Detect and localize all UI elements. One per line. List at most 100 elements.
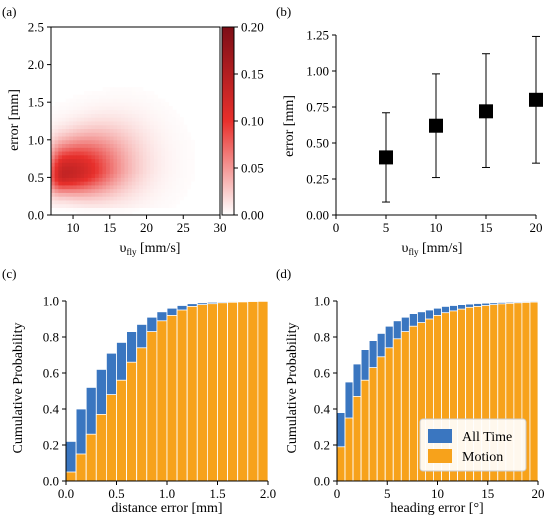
heatmap-cell: [153, 188, 159, 193]
heatmap-cell: [150, 113, 155, 118]
heatmap-cell: [98, 177, 103, 182]
panel-label-d: (d): [276, 266, 291, 281]
heatmap-cell: [95, 98, 100, 103]
heatmap-cell: [80, 143, 85, 148]
heatmap-cell: [91, 121, 96, 126]
data-point: [429, 118, 443, 133]
heatmap-cell: [106, 94, 111, 99]
heatmap-cell: [73, 102, 78, 107]
heatmap-cell: [54, 105, 59, 111]
y-tick-label: 0.8: [314, 330, 330, 345]
heatmap-cell: [135, 147, 140, 152]
heatmap-cell: [168, 203, 173, 208]
heatmap-cell: [131, 124, 136, 130]
heatmap-cell: [183, 184, 188, 190]
heatmap-cell: [175, 154, 181, 160]
heatmap-cell: [172, 166, 177, 171]
heatmap-cell: [124, 90, 129, 96]
heatmap-cell: [139, 196, 144, 201]
heatmap-cell: [146, 199, 151, 205]
heatmap-cell: [51, 151, 56, 156]
heatmap-cell: [146, 121, 151, 126]
heatmap-cell: [80, 132, 85, 137]
heatmap-cell: [102, 113, 107, 118]
heatmap-cell: [131, 113, 136, 118]
heatmap-cell: [161, 158, 166, 163]
heatmap-cell: [80, 136, 85, 141]
heatmap-cell: [146, 166, 151, 171]
data-point: [529, 92, 543, 107]
heatmap-cell: [73, 184, 78, 190]
y-tick-label: 2.5: [28, 20, 44, 35]
heatmap-cell: [80, 121, 85, 126]
heatmap-cell: [84, 128, 89, 133]
heatmap-cell: [73, 177, 78, 182]
heatmap-cell: [98, 128, 103, 133]
heatmap-cell: [172, 188, 177, 193]
heatmap-cell: [142, 169, 148, 175]
heatmap-cell: [102, 90, 107, 96]
heatmap-cell: [76, 166, 81, 171]
heatmap-cell: [128, 211, 133, 216]
heatmap-cell: [113, 132, 118, 137]
heatmap-cell: [161, 154, 166, 160]
heatmap-cell: [80, 109, 85, 114]
heatmap-cell: [142, 128, 148, 133]
heatmap-cell: [131, 188, 136, 193]
heatmap-cell: [120, 207, 125, 212]
heatmap-cell: [142, 109, 148, 114]
heatmap-cell: [98, 121, 103, 126]
heatmap-cell: [128, 158, 133, 163]
heading-cdf-bars: [336, 300, 539, 482]
heatmap-cell: [106, 109, 111, 114]
heatmap-cell: [73, 203, 78, 208]
heatmap-cell: [168, 181, 173, 186]
heatmap-cell: [106, 177, 111, 182]
heatmap-cell: [65, 132, 70, 137]
heatmap-cell: [109, 136, 114, 141]
heatmap-cell: [161, 192, 166, 197]
heatmap-cell: [98, 188, 103, 193]
heatmap-cell: [139, 139, 144, 145]
heatmap-cell: [168, 173, 173, 178]
heatmap-cell: [179, 177, 184, 182]
heatmap-cell: [98, 151, 103, 156]
heatmap-cell: [98, 147, 103, 152]
heatmap-cell: [84, 124, 89, 130]
heatmap-cell: [139, 136, 144, 141]
heatmap-cell: [139, 173, 144, 178]
data-point: [379, 150, 393, 165]
heatmap-cell: [139, 188, 144, 193]
heatmap-cell: [175, 124, 181, 130]
heatmap-cell: [80, 162, 85, 167]
y-tick-label: 1.0: [28, 132, 44, 147]
heatmap-cell: [65, 192, 70, 197]
heatmap-cell: [131, 158, 136, 163]
heatmap-cell: [109, 154, 114, 160]
heatmap-cell: [131, 162, 136, 167]
heatmap-cell: [168, 154, 173, 160]
heatmap-cell: [128, 203, 133, 208]
heatmap-cell: [95, 158, 100, 163]
heatmap-cell: [164, 139, 170, 145]
heatmap-cell: [51, 136, 56, 141]
heatmap-cell: [58, 192, 63, 197]
heatmap-cell: [84, 196, 89, 201]
heatmap-cell: [146, 188, 151, 193]
legend-label-all-time: All Time: [462, 430, 512, 445]
heatmap-cell: [102, 181, 107, 186]
heatmap-cell: [150, 117, 155, 122]
heatmap-cell: [65, 143, 70, 148]
heatmap-cell: [95, 177, 100, 182]
heatmap-cell: [128, 113, 133, 118]
heatmap-cell: [87, 154, 92, 160]
heatmap-cell: [139, 87, 144, 92]
heatmap-cell: [69, 203, 74, 208]
heatmap-cell: [117, 132, 122, 137]
heatmap-cell: [76, 199, 81, 205]
bar-motion: [392, 338, 402, 482]
heatmap-cell: [128, 98, 133, 103]
heading-cdf-panel: 0 5 10 15 20 0.0 0.2 0.4 0.6 0.8 1.0 Cumulative Pr…: [285, 294, 545, 517]
heatmap-cell: [183, 173, 188, 178]
heatmap-cell: [102, 203, 107, 208]
